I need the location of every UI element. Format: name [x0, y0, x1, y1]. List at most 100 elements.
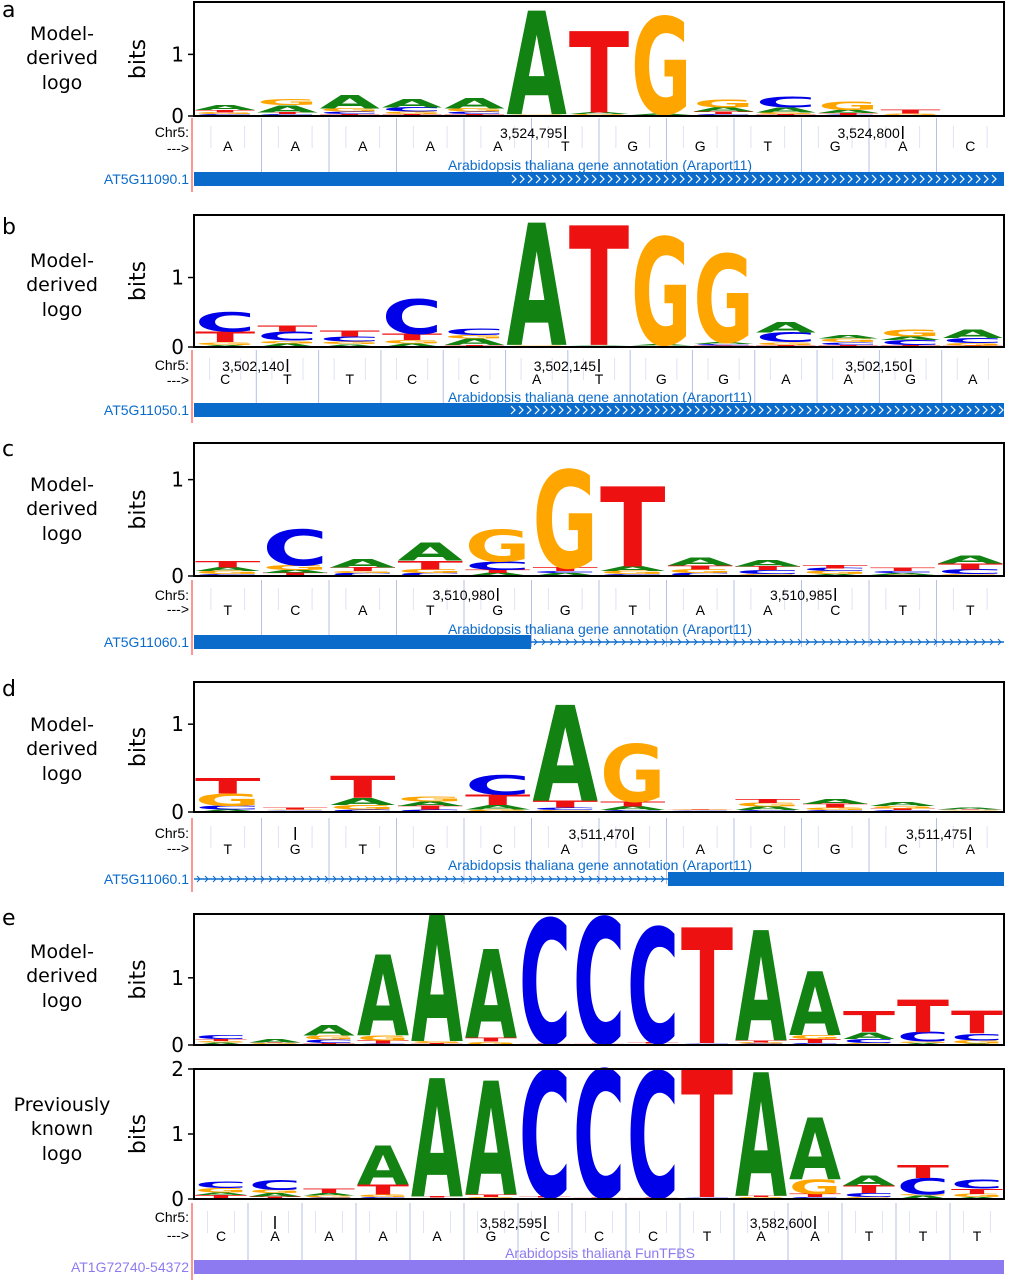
- logo-letter-G-glyph: G: [880, 113, 940, 115]
- logo-letter-T: T: [789, 1193, 841, 1198]
- strand-chevron: [751, 174, 757, 184]
- logo-letter-A-glyph: A: [398, 800, 464, 807]
- logo-letter-T-glyph: T: [897, 1162, 949, 1183]
- logo-letter-T-glyph: T: [411, 1196, 463, 1198]
- strand-chevron: [846, 405, 852, 415]
- logo-letter-G-glyph: G: [600, 729, 665, 820]
- logo-model-derived: Model-derivedlogoCGTACTAGTCGATGCATCGATCG…: [26, 0, 1005, 149]
- logo-letter-T: T: [627, 1042, 679, 1044]
- intron-chevron: [268, 875, 273, 883]
- panel-letter: a: [2, 0, 15, 23]
- strand-chevron: [838, 405, 844, 415]
- gene-id-label: AT1G72740-54372: [71, 1259, 189, 1275]
- strand-chevron: [711, 174, 717, 184]
- coord-label: 3,524,795: [500, 125, 562, 141]
- logo-letter-G: G: [465, 1197, 517, 1199]
- logo-letter-G-glyph: G: [303, 1195, 355, 1198]
- logo-letter-G-glyph: G: [465, 809, 530, 813]
- coord-label: 3,502,145: [534, 358, 596, 374]
- strand-chevron: [814, 405, 820, 415]
- y-tick-label: 1: [171, 42, 184, 66]
- logo-letter-G-glyph: G: [735, 802, 800, 808]
- intron-chevron: [581, 638, 586, 646]
- logo-letter-G: G: [465, 522, 530, 573]
- logo-letter-T-glyph: T: [789, 1193, 841, 1198]
- logo-letter-T: T: [870, 808, 935, 811]
- intron-chevron: [637, 638, 642, 646]
- strand-chevron: [534, 405, 540, 415]
- logo-letter-A: A: [735, 558, 801, 569]
- base-letter: A: [810, 1228, 820, 1244]
- intron-chevron: [388, 875, 393, 883]
- base-letter: G: [695, 138, 706, 154]
- logo-letter-T-glyph: T: [195, 109, 256, 113]
- logo-letter-A-glyph: A: [320, 92, 381, 114]
- logo-letter-T: T: [681, 898, 733, 1082]
- logo-letter-A-glyph: A: [943, 327, 1003, 340]
- strand-chevron: [551, 174, 557, 184]
- logo-letter-T-glyph: T: [195, 329, 255, 346]
- base-letter: A: [291, 138, 301, 154]
- logo-letter-A: A: [693, 342, 754, 345]
- strand-chevron: [991, 174, 997, 184]
- strand-chevron: [815, 174, 821, 184]
- logo-letter-G-glyph: G: [465, 1197, 517, 1199]
- logo-letter-G: G: [330, 571, 395, 574]
- logo-letter-C-glyph: C: [303, 1039, 355, 1044]
- intron-chevron: [308, 875, 313, 883]
- base-letter: T: [358, 841, 367, 857]
- logo-letter-C: C: [843, 1038, 895, 1044]
- intron-chevron: [573, 638, 578, 646]
- logo-letter-T-glyph: T: [870, 568, 935, 573]
- logo-letter-T: T: [600, 800, 666, 808]
- logo-letter-C-glyph: C: [681, 1043, 733, 1044]
- strand-chevron: [702, 405, 708, 415]
- logo-letter-G-glyph: G: [465, 522, 530, 573]
- logo-letter-A: A: [943, 327, 1003, 340]
- strand-label: --->: [167, 601, 189, 617]
- intron-chevron: [460, 875, 465, 883]
- logo-letter-T-glyph: T: [789, 1038, 841, 1044]
- y-tick-label: 1: [171, 468, 184, 492]
- intron-chevron: [861, 638, 866, 646]
- logo-letter-A-glyph: A: [330, 796, 396, 807]
- logo-letter-C-glyph: C: [943, 337, 1003, 345]
- intron-chevron: [524, 875, 529, 883]
- y-tick-label: 0: [171, 335, 184, 359]
- strand-chevron: [782, 405, 788, 415]
- logo-letter-G-glyph: G: [195, 1041, 247, 1043]
- logo-letter-C: C: [951, 1032, 1003, 1043]
- intron-chevron: [805, 638, 810, 646]
- intron-chevron: [589, 638, 594, 646]
- logo-letter-T: T: [411, 1043, 463, 1045]
- logo-letter-A-glyph: A: [897, 1195, 949, 1200]
- logo-letter-T: T: [249, 1042, 301, 1043]
- logo-letter-G: G: [263, 564, 328, 572]
- logo-letter-A-glyph: A: [357, 1136, 409, 1198]
- strand-chevron: [566, 405, 572, 415]
- logo-letter-G-glyph: G: [735, 1197, 787, 1199]
- logo-letter-G-glyph: G: [320, 341, 380, 345]
- logo-letter-T: T: [465, 792, 531, 809]
- logo-letter-A-glyph: A: [735, 806, 801, 812]
- logo-letter-A: A: [382, 343, 443, 349]
- intron-chevron: [901, 638, 906, 646]
- base-letter: T: [426, 602, 435, 618]
- logo-letter-A: A: [533, 679, 598, 832]
- intron-chevron: [789, 638, 794, 646]
- logo-letter-G: G: [951, 1193, 1003, 1198]
- logo-letter-A: A: [320, 344, 381, 348]
- logo-letter-G: G: [631, 209, 691, 380]
- logo-letter-G-glyph: G: [444, 108, 504, 113]
- base-letter: C: [290, 602, 300, 618]
- base-letter: G: [425, 841, 436, 857]
- logo-letter-A-glyph: A: [631, 344, 692, 346]
- intron-chevron: [652, 875, 657, 883]
- intron-chevron: [508, 875, 513, 883]
- strand-chevron: [774, 405, 780, 415]
- strand-chevron: [646, 405, 652, 415]
- logo-letter-C-glyph: C: [330, 572, 395, 577]
- logo-letter-G: G: [735, 1042, 787, 1044]
- strand-chevron: [558, 405, 564, 415]
